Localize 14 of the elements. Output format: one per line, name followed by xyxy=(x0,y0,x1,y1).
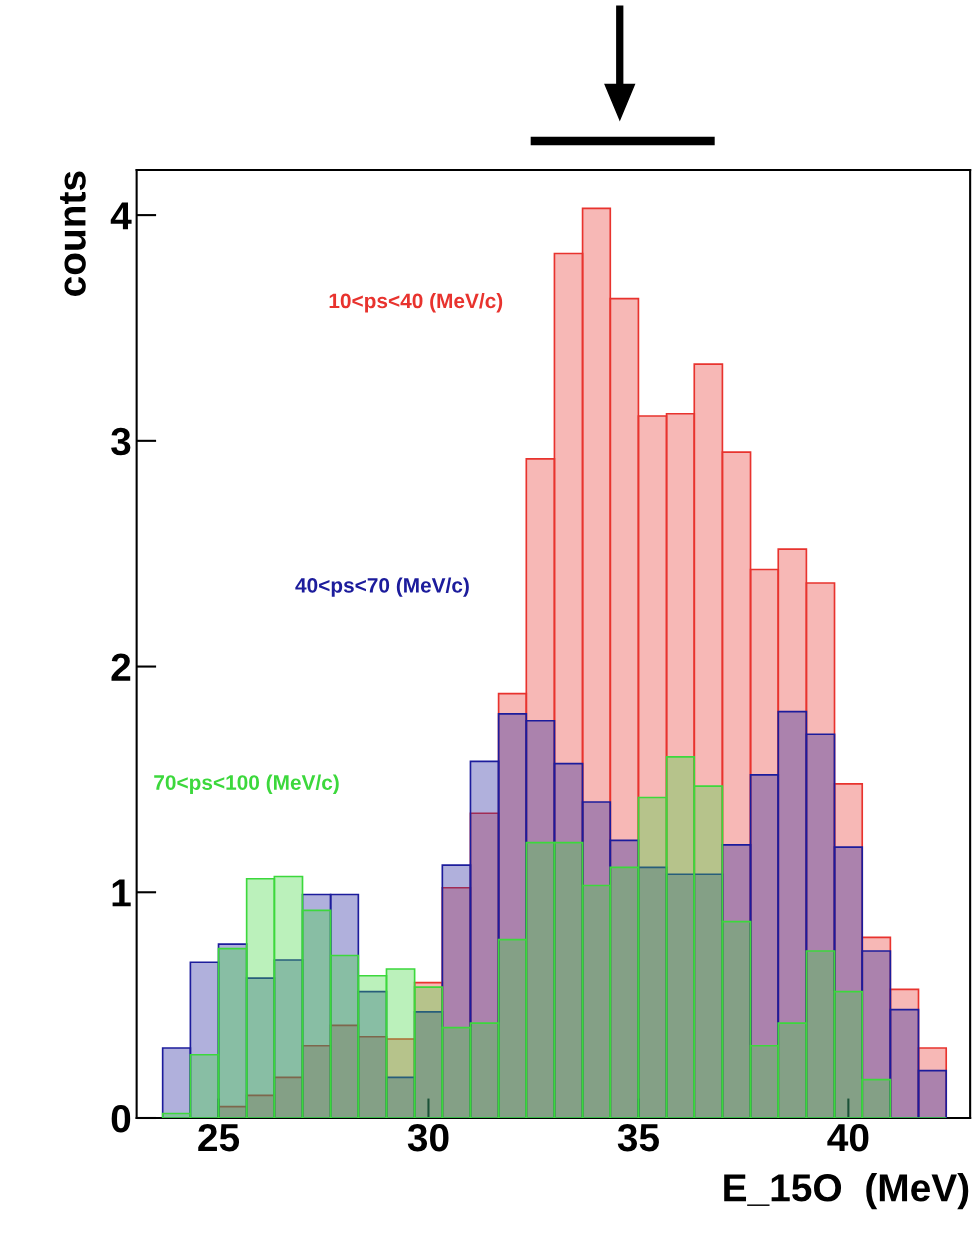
y-tick-label: 2 xyxy=(111,653,131,681)
y-tick-label: 0 xyxy=(111,1104,131,1133)
x-tick-label: 30 xyxy=(407,1123,449,1152)
text: 10<ps<40 (MeV/c) xyxy=(329,292,503,313)
y-tick-label: 1 xyxy=(112,879,131,907)
text: 70<ps<100 (MeV/c) xyxy=(154,774,339,794)
y-axis-title: counts xyxy=(60,171,86,296)
y-tick-label: 3 xyxy=(111,427,131,456)
x-tick-label: 25 xyxy=(198,1123,240,1152)
x-tick-label: 35 xyxy=(617,1123,659,1152)
y-tick-label: 4 xyxy=(110,202,132,230)
x-axis-title: E_15O (MeV) xyxy=(724,1172,969,1210)
text: 40<ps<70 (MeV/c) xyxy=(295,577,469,597)
x-tick-label: 40 xyxy=(827,1123,869,1152)
